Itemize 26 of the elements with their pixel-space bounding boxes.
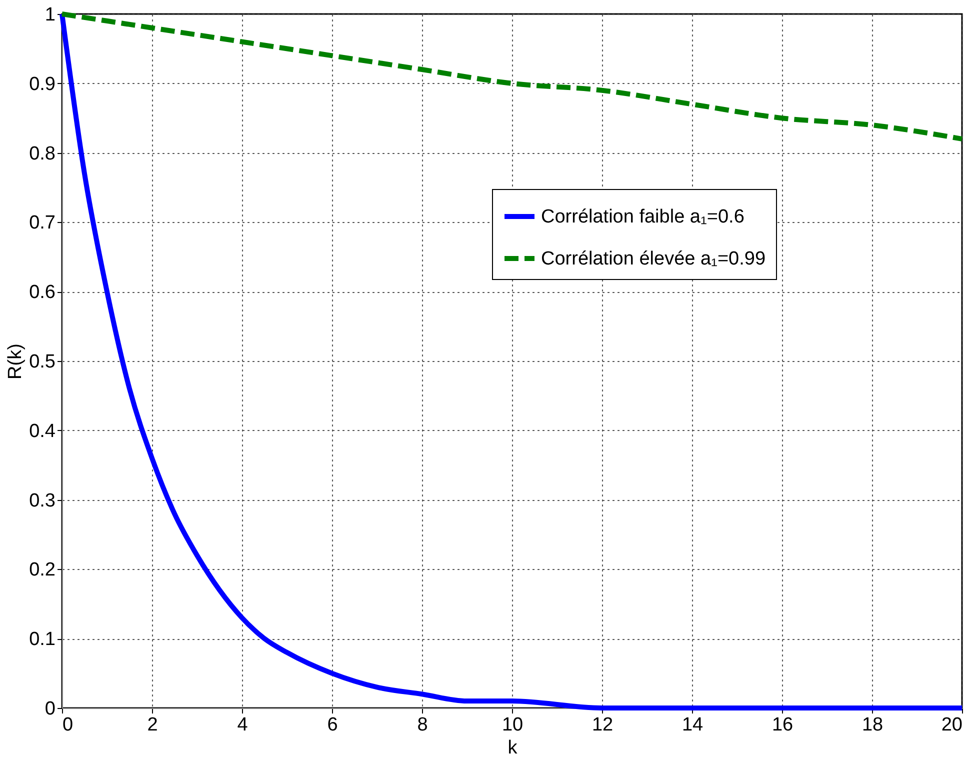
x-tick-label: 16 <box>772 714 794 736</box>
y-tick-label: 0 <box>44 698 56 720</box>
x-tick-label: 8 <box>417 714 428 736</box>
y-tick-label: 0.8 <box>29 143 56 164</box>
x-tick-label: 4 <box>237 714 248 736</box>
y-tick-label: 0.3 <box>29 490 56 512</box>
x-axis-title: k <box>508 738 518 758</box>
x-tick-label: 12 <box>592 714 614 736</box>
y-tick-label: 1 <box>44 4 56 26</box>
y-tick-label: 0.5 <box>29 352 56 372</box>
legend-label: Corrélation faible a₁=0.6 <box>541 206 744 228</box>
legend-label: Corrélation élevée a₁=0.99 <box>541 248 766 270</box>
y-tick-label: 0.6 <box>29 282 56 304</box>
x-tick-label: 14 <box>682 714 704 736</box>
y-tick-label: 0.4 <box>29 420 56 442</box>
y-axis-title: R(k) <box>5 344 26 380</box>
y-tick-label: 0.9 <box>29 74 56 95</box>
y-tick-label: 0.7 <box>29 212 56 234</box>
x-tick-label: 6 <box>327 714 338 736</box>
x-tick-label: 2 <box>147 714 158 736</box>
y-tick-label: 0.1 <box>29 629 56 650</box>
x-tick-label: 20 <box>941 714 962 736</box>
x-tick-label: 0 <box>62 714 74 736</box>
x-tick-label: 10 <box>502 714 524 736</box>
x-tick-label: 18 <box>862 714 884 736</box>
y-tick-label: 0.2 <box>29 560 56 581</box>
